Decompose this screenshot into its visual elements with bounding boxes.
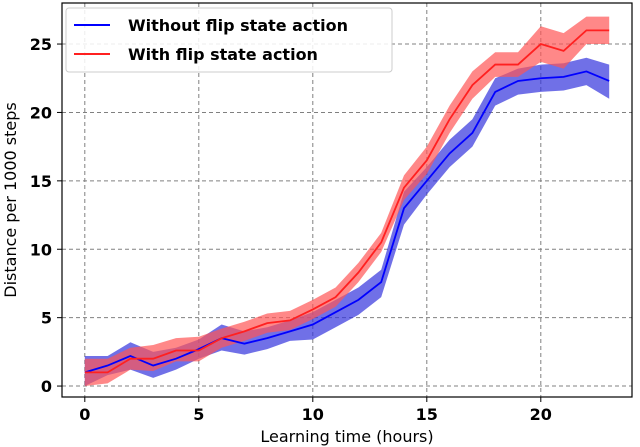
confidence-bands <box>84 16 610 387</box>
y-tick-label: 25 <box>30 35 52 54</box>
series-line-1 <box>84 29 610 374</box>
x-tick-label: 0 <box>79 405 90 424</box>
legend: Without flip state action With flip stat… <box>65 7 393 73</box>
x-tick-label: 5 <box>193 405 204 424</box>
x-tick-label: 10 <box>302 405 324 424</box>
legend-box <box>65 7 393 73</box>
x-tick-label: 15 <box>416 405 438 424</box>
confidence-band-1 <box>84 16 610 387</box>
series-lines <box>84 29 610 374</box>
series-line-0 <box>84 70 610 374</box>
x-axis-title: Learning time (hours) <box>260 427 433 446</box>
x-tick-label: 20 <box>530 405 552 424</box>
legend-label-with-flip: With flip state action <box>128 45 318 64</box>
legend-label-without-flip: Without flip state action <box>128 16 348 35</box>
y-tick-label: 20 <box>30 103 52 122</box>
y-tick-label: 0 <box>41 377 52 396</box>
y-axis-title: Distance per 1000 steps <box>1 102 20 297</box>
axis-ticks: 0 5 10 15 20 0 5 10 15 20 25 <box>30 35 552 424</box>
confidence-band-0 <box>84 57 610 387</box>
y-tick-label: 10 <box>30 240 52 259</box>
y-tick-label: 5 <box>41 309 52 328</box>
plot-frame <box>61 2 633 398</box>
y-tick-label: 15 <box>30 172 52 191</box>
